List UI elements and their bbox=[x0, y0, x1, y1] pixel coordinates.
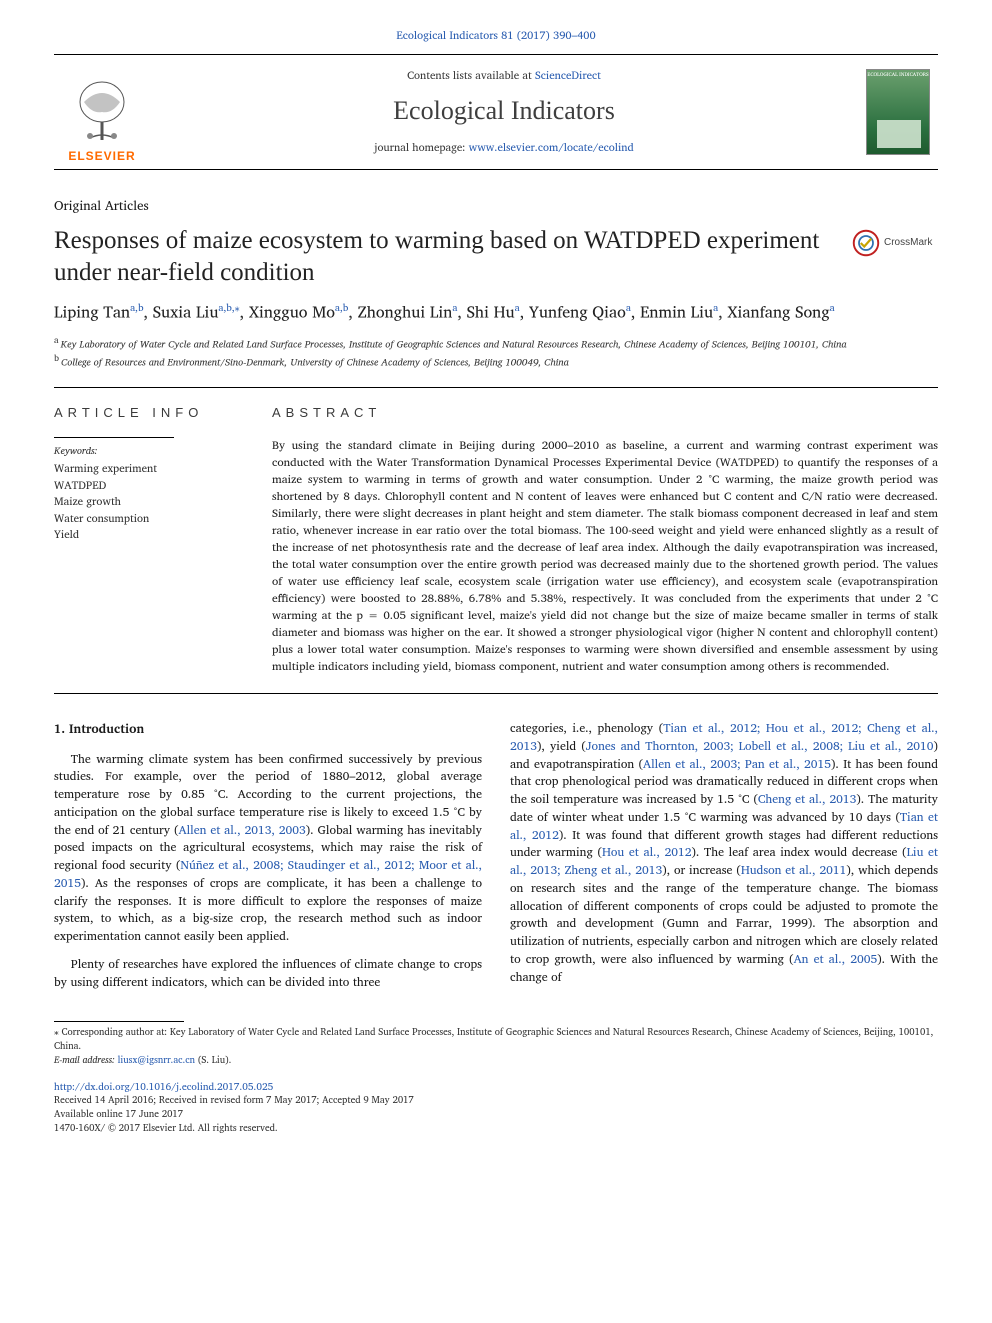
body-paragraph: categories, i.e., phenology (Tian et al.… bbox=[510, 720, 938, 986]
affiliation-marker[interactable]: a,b, bbox=[218, 300, 234, 316]
corresponding-author-note: ⁎ Corresponding author at: Key Laborator… bbox=[54, 1026, 938, 1054]
cover-image-placeholder bbox=[877, 120, 921, 148]
affiliations: aKey Laboratory of Water Cycle and Relat… bbox=[54, 334, 938, 369]
keyword: Warming experiment bbox=[54, 460, 252, 477]
body-text: ). As the responses of crops are complic… bbox=[54, 874, 482, 946]
crossmark-label: CrossMark bbox=[884, 236, 932, 251]
crossmark-icon bbox=[852, 229, 880, 257]
abstract-text: By using the standard climate in Beijing… bbox=[272, 437, 938, 675]
email-line: E-mail address: liusx@igsnrr.ac.cn (S. L… bbox=[54, 1054, 938, 1068]
affiliation-a: aKey Laboratory of Water Cycle and Relat… bbox=[54, 334, 938, 351]
body-text: ), or increase ( bbox=[662, 861, 741, 880]
citation-link[interactable]: Allen et al., 2013, 2003 bbox=[179, 821, 306, 840]
elsevier-wordmark: ELSEVIER bbox=[68, 148, 135, 165]
keyword: WATDPED bbox=[54, 477, 252, 494]
author-sep: , Zhonghui Lin bbox=[348, 299, 452, 325]
body-col-right: categories, i.e., phenology (Tian et al.… bbox=[510, 720, 938, 1001]
elsevier-tree-icon bbox=[72, 80, 132, 146]
abstract-column: ABSTRACT By using the standard climate i… bbox=[272, 387, 938, 675]
body-text: ), yield ( bbox=[537, 737, 586, 756]
contents-available-line: Contents lists available at ScienceDirec… bbox=[407, 68, 601, 84]
journal-reference: Ecological Indicators 81 (2017) 390–400 bbox=[54, 28, 938, 44]
affiliation-text: Key Laboratory of Water Cycle and Relate… bbox=[61, 337, 847, 353]
journal-homepage-link[interactable]: www.elsevier.com/locate/ecolind bbox=[469, 138, 634, 156]
email-link[interactable]: liusx@igsnrr.ac.cn bbox=[118, 1053, 195, 1068]
author-sep: , Yunfeng Qiao bbox=[520, 299, 626, 325]
citation-link[interactable]: An et al., 2005 bbox=[794, 950, 878, 969]
affiliation-marker[interactable]: a bbox=[830, 300, 835, 316]
author-sep: , Suxia Liu bbox=[144, 299, 219, 325]
affiliation-text: College of Resources and Environment/Sin… bbox=[61, 354, 569, 370]
journal-name: Ecological Indicators bbox=[393, 92, 615, 130]
affiliation-b: bCollege of Resources and Environment/Si… bbox=[54, 352, 938, 369]
copyright-line: 1470-160X/ © 2017 Elsevier Ltd. All righ… bbox=[54, 1122, 938, 1136]
body-two-column: 1. Introduction The warming climate syst… bbox=[54, 720, 938, 1001]
citation-link[interactable]: Cheng et al., 2013 bbox=[758, 790, 857, 809]
citation-link[interactable]: Jones and Thornton, 2003; Lobell et al.,… bbox=[586, 737, 934, 756]
masthead: ELSEVIER Contents lists available at Sci… bbox=[54, 54, 938, 170]
footnote-rule bbox=[54, 1021, 184, 1022]
article-history: Received 14 April 2016; Received in revi… bbox=[54, 1094, 938, 1108]
keyword: Maize growth bbox=[54, 493, 252, 510]
publisher-logo-area: ELSEVIER bbox=[54, 55, 150, 169]
article-info-column: ARTICLE INFO Keywords: Warming experimen… bbox=[54, 387, 272, 675]
keywords-head: Keywords: bbox=[54, 437, 174, 459]
sciencedirect-link[interactable]: ScienceDirect bbox=[535, 66, 601, 84]
body-paragraph: Plenty of researches have explored the i… bbox=[54, 956, 482, 992]
keyword: Water consumption bbox=[54, 510, 252, 527]
keywords-list: Warming experiment WATDPED Maize growth … bbox=[54, 460, 252, 543]
body-text: categories, i.e., phenology ( bbox=[510, 719, 663, 738]
elsevier-logo[interactable]: ELSEVIER bbox=[68, 80, 135, 165]
footer-block: ⁎ Corresponding author at: Key Laborator… bbox=[54, 1021, 938, 1135]
keyword: Yield bbox=[54, 526, 252, 543]
section-rule bbox=[54, 693, 938, 694]
available-online: Available online 17 June 2017 bbox=[54, 1108, 938, 1122]
affiliation-marker[interactable]: a,b bbox=[335, 300, 348, 316]
author-sep: , Shi Hu bbox=[457, 299, 514, 325]
email-suffix: (S. Liu). bbox=[195, 1053, 231, 1068]
cover-label: ECOLOGICAL INDICATORS bbox=[867, 70, 929, 79]
citation-link[interactable]: Hudson et al., 2011 bbox=[741, 861, 847, 880]
article-type: Original Articles bbox=[54, 196, 938, 215]
journal-homepage-line: journal homepage: www.elsevier.com/locat… bbox=[374, 140, 634, 156]
body-text: ). The leaf area index would decrease ( bbox=[692, 843, 907, 862]
article-title: Responses of maize ecosystem to warming … bbox=[54, 225, 836, 289]
article-info-head: ARTICLE INFO bbox=[54, 404, 252, 423]
body-col-left: 1. Introduction The warming climate syst… bbox=[54, 720, 482, 1001]
journal-cover-area: ECOLOGICAL INDICATORS bbox=[858, 55, 938, 169]
email-label: E-mail address: bbox=[54, 1053, 118, 1068]
citation-link[interactable]: Hou et al., 2012 bbox=[602, 843, 692, 862]
abstract-head: ABSTRACT bbox=[272, 404, 938, 423]
contents-prefix: Contents lists available at bbox=[407, 66, 535, 84]
body-paragraph: The warming climate system has been conf… bbox=[54, 751, 482, 946]
doi-link[interactable]: http://dx.doi.org/10.1016/j.ecolind.2017… bbox=[54, 1079, 273, 1095]
author-name: Liping Tan bbox=[54, 299, 130, 325]
author-list: Liping Tana,b, Suxia Liua,b,⁎, Xingguo M… bbox=[54, 301, 938, 325]
affiliation-marker[interactable]: a,b bbox=[130, 300, 143, 316]
homepage-prefix: journal homepage: bbox=[374, 138, 468, 156]
masthead-center: Contents lists available at ScienceDirec… bbox=[150, 55, 858, 169]
section-heading: 1. Introduction bbox=[54, 720, 482, 739]
author-sep: , Xianfang Song bbox=[718, 299, 829, 325]
author-sep: , Enmin Liu bbox=[631, 299, 713, 325]
citation-link[interactable]: Allen et al., 2003; Pan et al., 2015 bbox=[643, 755, 831, 774]
author-sep: , Xingguo Mo bbox=[240, 299, 335, 325]
crossmark-badge[interactable]: CrossMark bbox=[852, 229, 938, 257]
journal-cover-thumbnail[interactable]: ECOLOGICAL INDICATORS bbox=[866, 69, 930, 155]
